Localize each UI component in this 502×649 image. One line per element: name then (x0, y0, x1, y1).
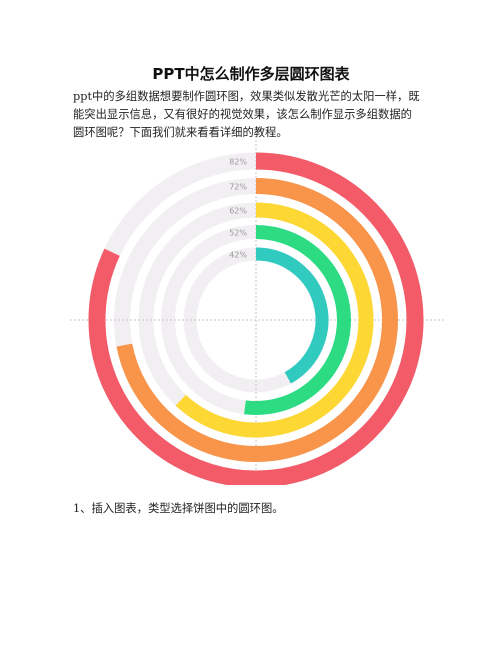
ring-value-label: 42% (229, 251, 247, 260)
step-1-text: 1、插入图表，类型选择饼图中的圆环图。 (73, 502, 284, 515)
ring-value-label: 52% (229, 229, 247, 238)
ring-arc (255, 247, 329, 384)
intro-line: 圆环图呢？下面我们就来看看详细的教程。 (73, 126, 288, 139)
intro-paragraph: ppt中的多组数据想要制作圆环图，效果类似发散光芒的太阳一样，既 能突出显示信息… (73, 88, 435, 142)
radial-ring-chart-figure: 82% 72% 62% 52% 42% (70, 140, 445, 488)
ring-value-label: 62% (229, 207, 247, 216)
ring-value-label: 82% (229, 158, 247, 167)
intro-line: ppt中的多组数据想要制作圆环图，效果类似发散光芒的太阳一样，既 (73, 90, 420, 103)
radial-ring-chart: 82% 72% 62% 52% 42% (70, 140, 445, 488)
ring-value-label: 72% (229, 183, 247, 192)
ring-arc (244, 225, 351, 415)
intro-line: 能突出显示信息，又有很好的视觉效果，该怎么制作显示多组数据的 (73, 108, 412, 121)
ring-arc (175, 202, 374, 438)
ring-arc (116, 178, 398, 462)
document-title: PPT中怎么制作多层圆环图表 (152, 65, 350, 83)
ring-arc (88, 152, 424, 488)
